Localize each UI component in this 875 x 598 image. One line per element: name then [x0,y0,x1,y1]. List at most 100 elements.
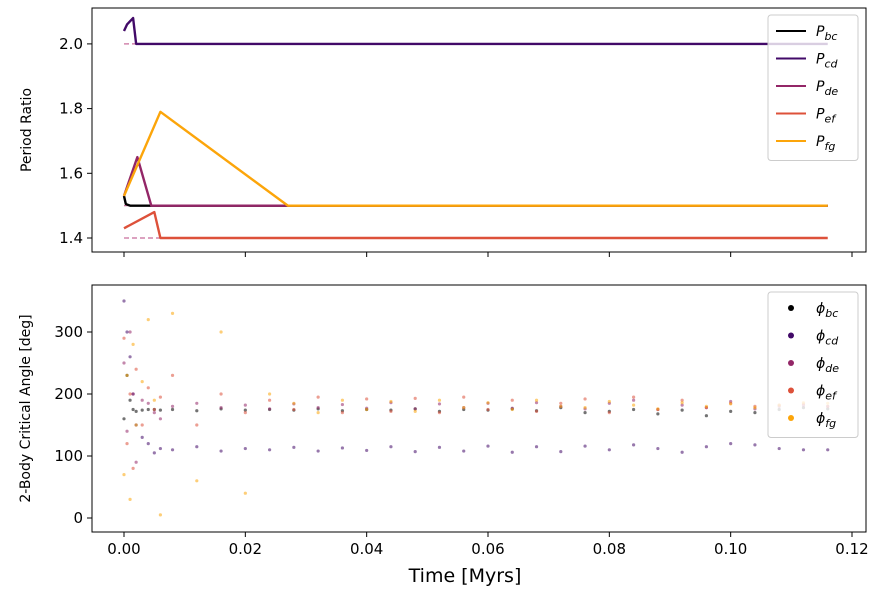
data-point [704,414,709,418]
data-point [243,446,247,451]
data-point [125,442,129,446]
data-point [680,403,684,407]
data-point [292,401,296,405]
data-point [462,395,466,399]
data-point [777,446,781,451]
data-point [316,411,320,415]
data-point [134,423,138,427]
data-point [170,448,175,452]
data-point [413,407,417,411]
data-point [170,373,175,377]
data-point [140,423,144,427]
x-tick-label: 0.10 [714,540,747,558]
data-point [243,411,247,415]
data-point [219,392,223,396]
x-tick-label: 0.06 [471,540,504,558]
data-point [146,401,150,405]
data-point [131,466,135,470]
data-point [128,392,132,396]
data-point [170,311,175,315]
data-point [268,407,272,411]
data-point [365,407,369,412]
y-tick-label: 1.8 [59,100,83,118]
data-point [243,408,247,412]
data-point [316,449,320,453]
data-point [413,409,417,413]
data-point [122,473,126,477]
data-point [152,407,156,412]
data-point [607,448,611,452]
data-point [146,407,150,412]
data-point [680,398,684,402]
series-line-P_de [122,155,828,207]
data-point [437,402,442,406]
legend-label-phi_fg: ϕfg [816,411,836,430]
data-point [219,449,223,453]
data-point [292,407,296,412]
data-point [125,429,129,433]
series-points-phi_de [122,330,830,464]
data-point [268,448,272,452]
data-point [607,399,611,404]
data-point [510,407,514,412]
data-point [729,402,733,406]
data-point [510,398,514,402]
axes-frame [91,284,867,533]
legend-label-P_cd: Pcd [816,52,839,71]
data-point [152,398,156,402]
data-point [268,392,272,396]
data-point [131,342,135,346]
data-point [122,417,126,421]
y-tick-label: 100 [54,447,83,465]
data-point [125,330,129,334]
data-point [170,407,175,412]
data-point [534,445,539,449]
data-point [140,398,144,402]
data-point [559,404,563,408]
data-point [316,406,320,410]
data-point [146,318,150,322]
legend-label-P_ef: Pef [816,107,837,126]
data-point [389,445,393,449]
y-tick-label: 2.0 [59,35,83,53]
data-point [559,450,563,454]
data-point [753,443,757,447]
data-point [134,460,138,464]
data-point [437,445,442,449]
data-point [134,367,138,371]
data-point [486,401,490,405]
legend-marker-phi_bc [788,305,794,311]
data-point [583,397,587,401]
data-point [583,411,587,415]
data-point [158,408,162,412]
data-point [170,404,175,408]
series-line-P_cd [122,16,828,46]
x-tick-label: 0.02 [229,540,262,558]
data-point [607,411,611,415]
legend-marker-phi_cd [788,332,794,339]
x-tick-label: 0.08 [593,540,626,558]
data-point [365,397,369,401]
legend-label-phi_cd: ϕcd [816,329,839,348]
legend-box [767,14,859,161]
data-point [656,412,660,416]
data-point [340,398,344,402]
data-point [389,399,393,404]
data-point [158,513,162,517]
data-point [413,450,417,454]
data-point [583,406,587,410]
data-point [534,401,539,405]
data-point [243,403,247,407]
data-point [140,408,144,412]
data-point [268,398,272,402]
data-point [340,411,344,415]
data-point [158,395,162,399]
legend-marker-phi_de [788,360,794,366]
data-point [534,409,539,413]
data-point [158,417,162,421]
data-point [462,406,466,410]
legend-label-phi_de: ϕde [816,356,839,375]
data-point [340,446,344,450]
x-axis-label: Time [Myrs] [408,565,522,587]
